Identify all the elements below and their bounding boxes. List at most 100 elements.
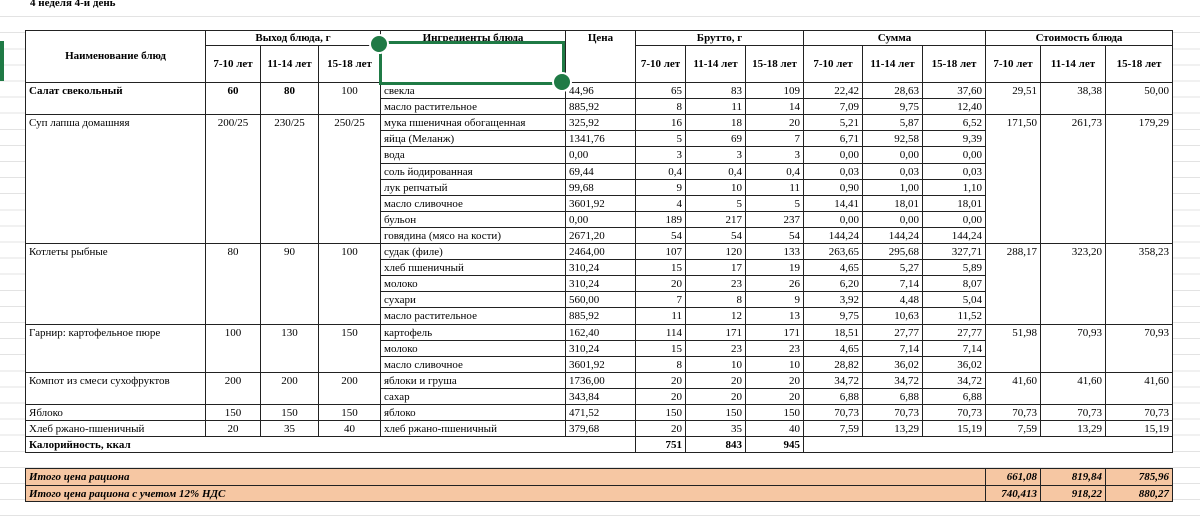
dish-yield: 130 xyxy=(260,324,319,373)
ingredient-brutto: 3 xyxy=(745,146,804,164)
dish-cost: 7,59 xyxy=(985,420,1041,437)
dish-name: Суп лапша домашняя xyxy=(25,114,206,244)
dish-cost: 29,51 xyxy=(985,82,1041,115)
ingredient-sum: 0,00 xyxy=(803,211,863,228)
dish-yield: 150 xyxy=(318,404,381,421)
header-yield: Выход блюда, г xyxy=(205,30,381,46)
ingredient-price: 885,92 xyxy=(565,307,636,325)
dish-yield: 60 xyxy=(205,82,261,115)
ingredient-sum: 6,88 xyxy=(862,388,923,405)
dish-cost: 51,98 xyxy=(985,324,1041,373)
calories-value: 945 xyxy=(745,436,804,453)
ingredient-brutto: 7 xyxy=(745,130,804,147)
header-ingredients: Ингредиенты блюда xyxy=(380,30,566,83)
header-age: 11-14 лет xyxy=(862,45,923,83)
ingredient-name: свекла xyxy=(380,82,566,99)
dish-cost: 41,60 xyxy=(1040,372,1106,405)
ingredient-name: молоко xyxy=(380,275,566,292)
ingredient-sum: 34,72 xyxy=(862,372,923,389)
ingredient-brutto: 5 xyxy=(745,195,804,212)
ingredient-brutto: 20 xyxy=(635,388,686,405)
ingredient-sum: 0,03 xyxy=(803,163,863,180)
header-age: 15-18 лет xyxy=(922,45,986,83)
ingredient-brutto: 40 xyxy=(745,420,804,437)
ingredient-price: 0,00 xyxy=(565,211,636,228)
ingredient-price: 44,96 xyxy=(565,82,636,99)
ingredient-price: 3601,92 xyxy=(565,195,636,212)
ingredient-sum: 7,14 xyxy=(862,275,923,292)
ingredient-brutto: 15 xyxy=(635,259,686,276)
ingredient-sum: 7,14 xyxy=(922,340,986,357)
ingredient-sum: 27,77 xyxy=(862,324,923,341)
ingredient-sum: 7,14 xyxy=(862,340,923,357)
ingredient-brutto: 35 xyxy=(685,420,746,437)
header-name: Наименование блюд xyxy=(25,30,206,83)
dish-cost: 38,38 xyxy=(1040,82,1106,115)
row-selection-marker xyxy=(0,41,4,81)
dish-yield: 80 xyxy=(205,243,261,325)
total-value: 740,413 xyxy=(985,485,1041,502)
ingredient-sum: 5,04 xyxy=(922,291,986,308)
ingredient-price: 162,40 xyxy=(565,324,636,341)
dish-cost: 70,73 xyxy=(1105,404,1173,421)
ingredient-sum: 0,03 xyxy=(922,163,986,180)
ingredient-name: соль йодированная xyxy=(380,163,566,180)
dish-yield: 80 xyxy=(260,82,319,115)
ingredient-price: 2464,00 xyxy=(565,243,636,260)
total-value: 918,22 xyxy=(1040,485,1106,502)
ingredient-brutto: 171 xyxy=(685,324,746,341)
ingredient-brutto: 12 xyxy=(685,307,746,325)
ingredient-sum: 37,60 xyxy=(922,82,986,99)
ingredient-brutto: 150 xyxy=(745,404,804,421)
ingredient-brutto: 14 xyxy=(745,98,804,115)
ingredient-sum: 11,52 xyxy=(922,307,986,325)
ingredient-brutto: 11 xyxy=(745,179,804,196)
ingredient-sum: 4,65 xyxy=(803,340,863,357)
header-age: 11-14 лет xyxy=(260,45,319,83)
ingredient-sum: 0,00 xyxy=(922,211,986,228)
dish-name: Яблоко xyxy=(25,404,206,421)
header-age: 7-10 лет xyxy=(635,45,686,83)
dish-yield: 35 xyxy=(260,420,319,437)
ingredient-brutto: 10 xyxy=(685,356,746,373)
header-brutto: Брутто, г xyxy=(635,30,804,46)
ingredient-price: 885,92 xyxy=(565,98,636,115)
ingredient-sum: 7,59 xyxy=(803,420,863,437)
ingredient-sum: 6,88 xyxy=(803,388,863,405)
dish-yield: 200 xyxy=(318,372,381,405)
ingredient-sum: 9,39 xyxy=(922,130,986,147)
ingredient-brutto: 9 xyxy=(745,291,804,308)
ingredient-sum: 144,24 xyxy=(922,227,986,244)
ingredient-sum: 28,82 xyxy=(803,356,863,373)
ingredient-sum: 15,19 xyxy=(922,420,986,437)
ingredient-brutto: 0,4 xyxy=(685,163,746,180)
ingredient-brutto: 20 xyxy=(685,388,746,405)
dish-cost: 171,50 xyxy=(985,114,1041,244)
ingredient-sum: 295,68 xyxy=(862,243,923,260)
selection-handle[interactable] xyxy=(552,72,572,92)
dish-yield: 150 xyxy=(260,404,319,421)
ingredient-brutto: 4 xyxy=(635,195,686,212)
total-value: 661,08 xyxy=(985,468,1041,486)
header-age: 7-10 лет xyxy=(803,45,863,83)
ingredient-sum: 5,89 xyxy=(922,259,986,276)
ingredient-sum: 28,63 xyxy=(862,82,923,99)
ingredient-price: 1736,00 xyxy=(565,372,636,389)
ingredient-sum: 9,75 xyxy=(803,307,863,325)
ingredient-brutto: 54 xyxy=(635,227,686,244)
ingredient-brutto: 150 xyxy=(635,404,686,421)
ingredient-sum: 18,01 xyxy=(922,195,986,212)
dish-yield: 250/25 xyxy=(318,114,381,244)
selection-handle[interactable] xyxy=(369,34,389,54)
ingredient-brutto: 54 xyxy=(685,227,746,244)
ingredient-sum: 70,73 xyxy=(862,404,923,421)
ingredient-price: 0,00 xyxy=(565,146,636,164)
ingredient-brutto: 3 xyxy=(635,146,686,164)
ingredient-brutto: 107 xyxy=(635,243,686,260)
ingredient-sum: 13,29 xyxy=(862,420,923,437)
dish-cost: 41,60 xyxy=(1105,372,1173,405)
ingredient-sum: 7,09 xyxy=(803,98,863,115)
ingredient-brutto: 23 xyxy=(745,340,804,357)
ingredient-name: яблоки и груша xyxy=(380,372,566,389)
